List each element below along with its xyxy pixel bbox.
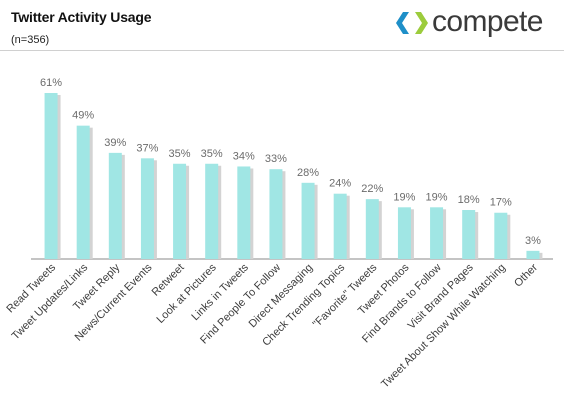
bar-value-label: 18% bbox=[458, 194, 480, 206]
bar-value-label: 19% bbox=[426, 191, 448, 203]
bar bbox=[76, 125, 90, 260]
bar bbox=[430, 207, 444, 259]
bar-value-label: 35% bbox=[201, 148, 223, 160]
bar-value-label: 3% bbox=[525, 235, 541, 247]
bar bbox=[397, 207, 411, 259]
bar bbox=[205, 163, 219, 259]
bar bbox=[526, 250, 540, 259]
bar bbox=[237, 166, 251, 259]
bar-value-label: 33% bbox=[265, 153, 287, 165]
bar-value-label: 61% bbox=[40, 77, 62, 89]
bar bbox=[140, 158, 154, 259]
bar-value-label: 17% bbox=[490, 197, 512, 209]
bar bbox=[108, 152, 122, 259]
category-tick-label: Links in Tweets bbox=[189, 261, 251, 323]
bar bbox=[301, 182, 315, 259]
bar-value-label: 19% bbox=[393, 191, 415, 203]
bar-value-label: 28% bbox=[297, 167, 319, 179]
chart-title: Twitter Activity Usage bbox=[11, 9, 152, 25]
chart-subtitle: (n=356) bbox=[11, 34, 50, 46]
bar-value-label: 24% bbox=[329, 178, 351, 190]
bar-value-label: 37% bbox=[136, 142, 158, 154]
bar bbox=[173, 163, 187, 259]
brand-logo: compete bbox=[394, 4, 556, 40]
bar bbox=[462, 210, 476, 259]
bar-value-label: 34% bbox=[233, 150, 255, 162]
bar-value-label: 39% bbox=[104, 137, 126, 149]
brand-name: compete bbox=[432, 5, 543, 38]
category-tick-label: Other bbox=[512, 261, 540, 289]
compete-logo-icon bbox=[396, 12, 428, 34]
bar bbox=[333, 193, 347, 259]
bar bbox=[494, 212, 508, 259]
bar-value-label: 35% bbox=[169, 148, 191, 160]
bar bbox=[269, 169, 283, 259]
bar-value-label: 22% bbox=[361, 183, 383, 195]
bar bbox=[365, 199, 379, 259]
bar bbox=[44, 93, 58, 259]
header-divider bbox=[0, 50, 564, 51]
bar-value-label: 49% bbox=[72, 110, 94, 122]
